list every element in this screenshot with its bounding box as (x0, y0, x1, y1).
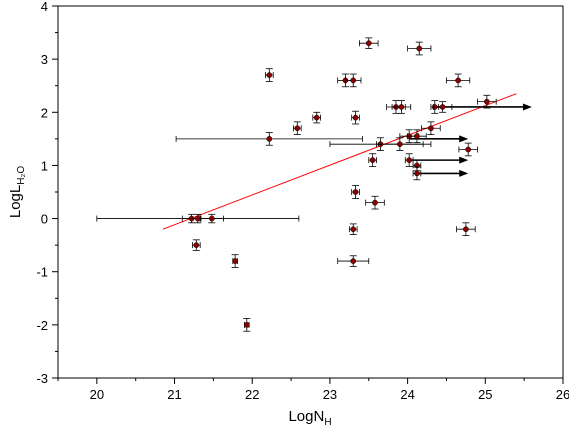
data-point (359, 37, 379, 49)
point-marker (465, 146, 472, 153)
x-tick-label: 20 (90, 387, 104, 402)
point-marker (463, 226, 469, 233)
data-point (376, 137, 424, 151)
x-tick-label: 22 (245, 387, 259, 402)
data-point (446, 73, 471, 88)
x-tick-label: 26 (556, 387, 569, 402)
y-tick-label: 2 (41, 105, 48, 120)
data-point (199, 213, 224, 224)
y-axis-ticks: -3 -2 -1 0 1 2 3 4 (36, 0, 58, 386)
data-point (351, 110, 360, 125)
data-point (231, 254, 239, 268)
data-point (407, 129, 427, 143)
data-point (192, 239, 201, 251)
lower-limit-arrow (409, 135, 469, 143)
point-marker (396, 141, 403, 148)
arrow-head (459, 135, 469, 143)
data-point (175, 132, 363, 146)
data-point (96, 213, 300, 224)
data-point (412, 166, 422, 181)
data-point (421, 121, 441, 136)
data-point (407, 41, 432, 56)
x-tick-label: 24 (400, 387, 414, 402)
point-marker (372, 199, 378, 206)
point-marker (369, 157, 376, 163)
point-marker (414, 133, 420, 140)
point-marker (406, 157, 413, 163)
fit-line-layer (162, 93, 517, 230)
point-marker (232, 258, 238, 264)
point-marker (350, 258, 357, 264)
point-marker (313, 114, 320, 121)
y-axis-title-sub: H₂O (16, 166, 27, 185)
x-tick-label: 21 (167, 387, 181, 402)
point-marker (414, 170, 420, 177)
y-tick-label: 3 (41, 52, 48, 67)
point-marker (294, 125, 301, 132)
point-marker (365, 40, 372, 47)
arrow-head (522, 103, 532, 111)
y-tick-label: -3 (36, 371, 48, 386)
point-marker (193, 242, 200, 248)
point-marker (194, 215, 201, 222)
y-tick-label: 4 (41, 0, 48, 14)
data-point (243, 318, 251, 332)
point-marker (266, 136, 273, 142)
data-point (432, 101, 453, 113)
point-marker (350, 77, 357, 84)
x-tick-label: 23 (323, 387, 337, 402)
point-marker (428, 125, 434, 132)
point-marker (208, 215, 215, 222)
lower-limit-arrow (416, 169, 469, 177)
data-point (458, 142, 478, 157)
arrow-head (459, 156, 469, 164)
y-tick-label: -2 (36, 318, 48, 333)
point-marker (350, 226, 357, 233)
point-marker (352, 189, 359, 195)
point-marker (352, 114, 359, 121)
x-axis-title-sub: H (324, 417, 331, 428)
data-point (391, 100, 412, 114)
data-points-layer (96, 37, 497, 332)
x-axis-title-main: LogN (288, 408, 324, 425)
y-tick-label: 0 (41, 212, 48, 227)
point-marker (439, 104, 446, 110)
data-point (337, 255, 370, 267)
limit-arrows-layer (409, 103, 532, 177)
point-marker (266, 72, 273, 78)
data-point (368, 153, 377, 167)
data-point (265, 68, 274, 82)
y-tick-label: -1 (36, 265, 48, 280)
arrow-head (459, 169, 469, 177)
data-point (477, 94, 497, 109)
data-point (312, 111, 322, 124)
point-marker (398, 104, 405, 110)
data-point (345, 73, 362, 88)
data-point (348, 223, 358, 235)
point-marker (455, 77, 461, 84)
y-tick-label: 1 (41, 158, 48, 173)
x-axis-title: LogNH (288, 408, 331, 428)
data-point (293, 121, 302, 136)
point-marker (243, 322, 250, 328)
data-point (456, 222, 476, 236)
data-point (404, 153, 414, 167)
y-axis-title-main: LogL (7, 185, 24, 218)
fit-line (162, 93, 517, 230)
x-axis-ticks: 20 21 22 23 24 25 26 (57, 378, 569, 402)
y-axis-title: LogLH₂O (7, 166, 27, 218)
data-point (365, 195, 385, 210)
point-marker (416, 45, 423, 52)
plot-frame (57, 5, 564, 379)
point-marker (484, 98, 490, 105)
x-tick-label: 25 (478, 387, 492, 402)
data-point (351, 185, 360, 199)
